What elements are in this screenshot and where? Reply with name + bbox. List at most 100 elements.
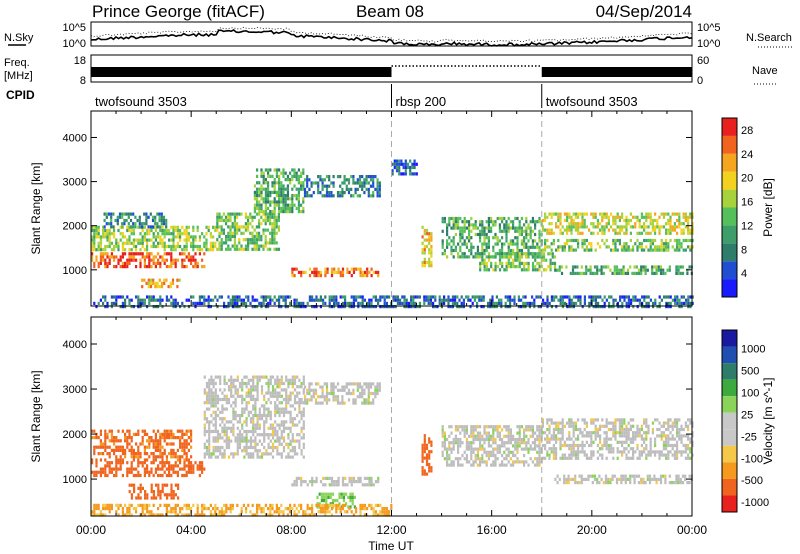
echo-cell <box>668 268 671 272</box>
echo-cell <box>633 265 636 269</box>
echo-cell <box>230 426 233 430</box>
echo-cell <box>157 486 160 490</box>
echo-cell <box>298 404 301 408</box>
echo-cell <box>620 271 623 275</box>
echo-cell <box>525 460 528 464</box>
echo-cell <box>336 175 340 179</box>
echo-cell <box>412 295 415 299</box>
echo-cell <box>512 261 515 265</box>
echo-cell <box>507 261 510 265</box>
echo-cell <box>369 178 373 182</box>
echo-cell <box>198 238 201 242</box>
echo-cell <box>603 231 606 235</box>
echo-cell <box>113 448 116 452</box>
echo-cell <box>357 267 360 271</box>
echo-cell <box>496 252 499 256</box>
echo-cell <box>149 285 153 289</box>
echo-cell <box>480 295 483 299</box>
echo-cell <box>177 486 180 490</box>
echo-cell <box>531 220 534 224</box>
echo-cell <box>658 231 661 235</box>
echo-cell <box>183 432 186 436</box>
echo-cell <box>183 467 186 471</box>
echo-cell <box>185 298 188 302</box>
echo-cell <box>110 218 113 223</box>
echo-cell <box>158 285 161 289</box>
echo-cell <box>277 212 280 216</box>
echo-cell <box>541 421 544 425</box>
echo-cell <box>168 244 171 249</box>
echo-cell <box>285 391 288 395</box>
echo-cell <box>676 245 679 249</box>
echo-cell <box>236 413 239 418</box>
echo-cell <box>119 225 122 229</box>
echo-cell <box>546 421 549 425</box>
echo-cell <box>440 298 443 302</box>
echo-cell <box>108 452 111 456</box>
echo-cell <box>172 452 175 456</box>
echo-cell <box>222 218 225 223</box>
echo-cell <box>546 245 549 249</box>
echo-cell <box>577 228 580 232</box>
echo-cell <box>176 464 179 468</box>
echo-cell <box>287 442 290 446</box>
echo-cell <box>113 439 116 443</box>
echo-cell <box>421 459 424 463</box>
echo-cell <box>117 295 120 299</box>
echo-cell <box>590 440 593 444</box>
echo-cell <box>345 184 348 188</box>
echo-cell <box>146 467 149 471</box>
echo-cell <box>212 391 215 395</box>
echo-cell <box>183 305 186 309</box>
echo-cell <box>529 447 532 451</box>
echo-cell <box>518 425 521 429</box>
echo-cell <box>234 452 237 456</box>
echo-cell <box>487 425 490 429</box>
echo-cell <box>566 212 569 216</box>
echo-cell <box>196 464 199 468</box>
echo-cell <box>505 261 508 265</box>
echo-cell <box>267 426 270 430</box>
echo-cell <box>352 181 355 185</box>
echo-cell <box>121 222 124 226</box>
echo-cell <box>536 457 539 461</box>
echo-cell <box>527 245 530 249</box>
echo-cell <box>577 242 580 246</box>
echo-cell <box>212 378 215 382</box>
echo-cell <box>487 268 491 272</box>
echo-cell <box>253 247 256 251</box>
echo-cell <box>278 378 281 382</box>
echo-cell <box>507 447 510 451</box>
echo-cell <box>315 270 318 274</box>
echo-cell <box>99 241 102 245</box>
echo-cell <box>115 464 118 468</box>
echo-cell <box>310 398 313 402</box>
echo-cell <box>613 268 616 272</box>
echo-cell <box>104 473 107 478</box>
echo-cell <box>450 245 453 249</box>
echo-cell <box>269 410 272 414</box>
echo-cell <box>253 298 256 302</box>
echo-cell <box>479 437 482 442</box>
echo-cell <box>113 467 116 471</box>
echo-cell <box>267 301 270 305</box>
echo-cell <box>523 463 526 467</box>
echo-cell <box>592 450 595 454</box>
echo-cell <box>561 298 564 302</box>
echo-cell <box>644 271 647 275</box>
echo-cell <box>275 298 278 302</box>
echo-cell <box>278 391 281 395</box>
echo-cell <box>166 496 169 500</box>
echo-cell <box>181 436 184 440</box>
echo-cell <box>128 258 131 262</box>
echo-cell <box>185 244 188 249</box>
echo-cell <box>577 245 580 249</box>
echo-cell <box>160 281 164 285</box>
echo-cell <box>147 281 150 285</box>
echo-cell <box>463 242 466 246</box>
echo-cell <box>264 234 267 239</box>
echo-cell <box>282 420 286 424</box>
echo-cell <box>91 238 94 242</box>
echo-cell <box>377 476 380 480</box>
echo-cell <box>229 301 232 305</box>
